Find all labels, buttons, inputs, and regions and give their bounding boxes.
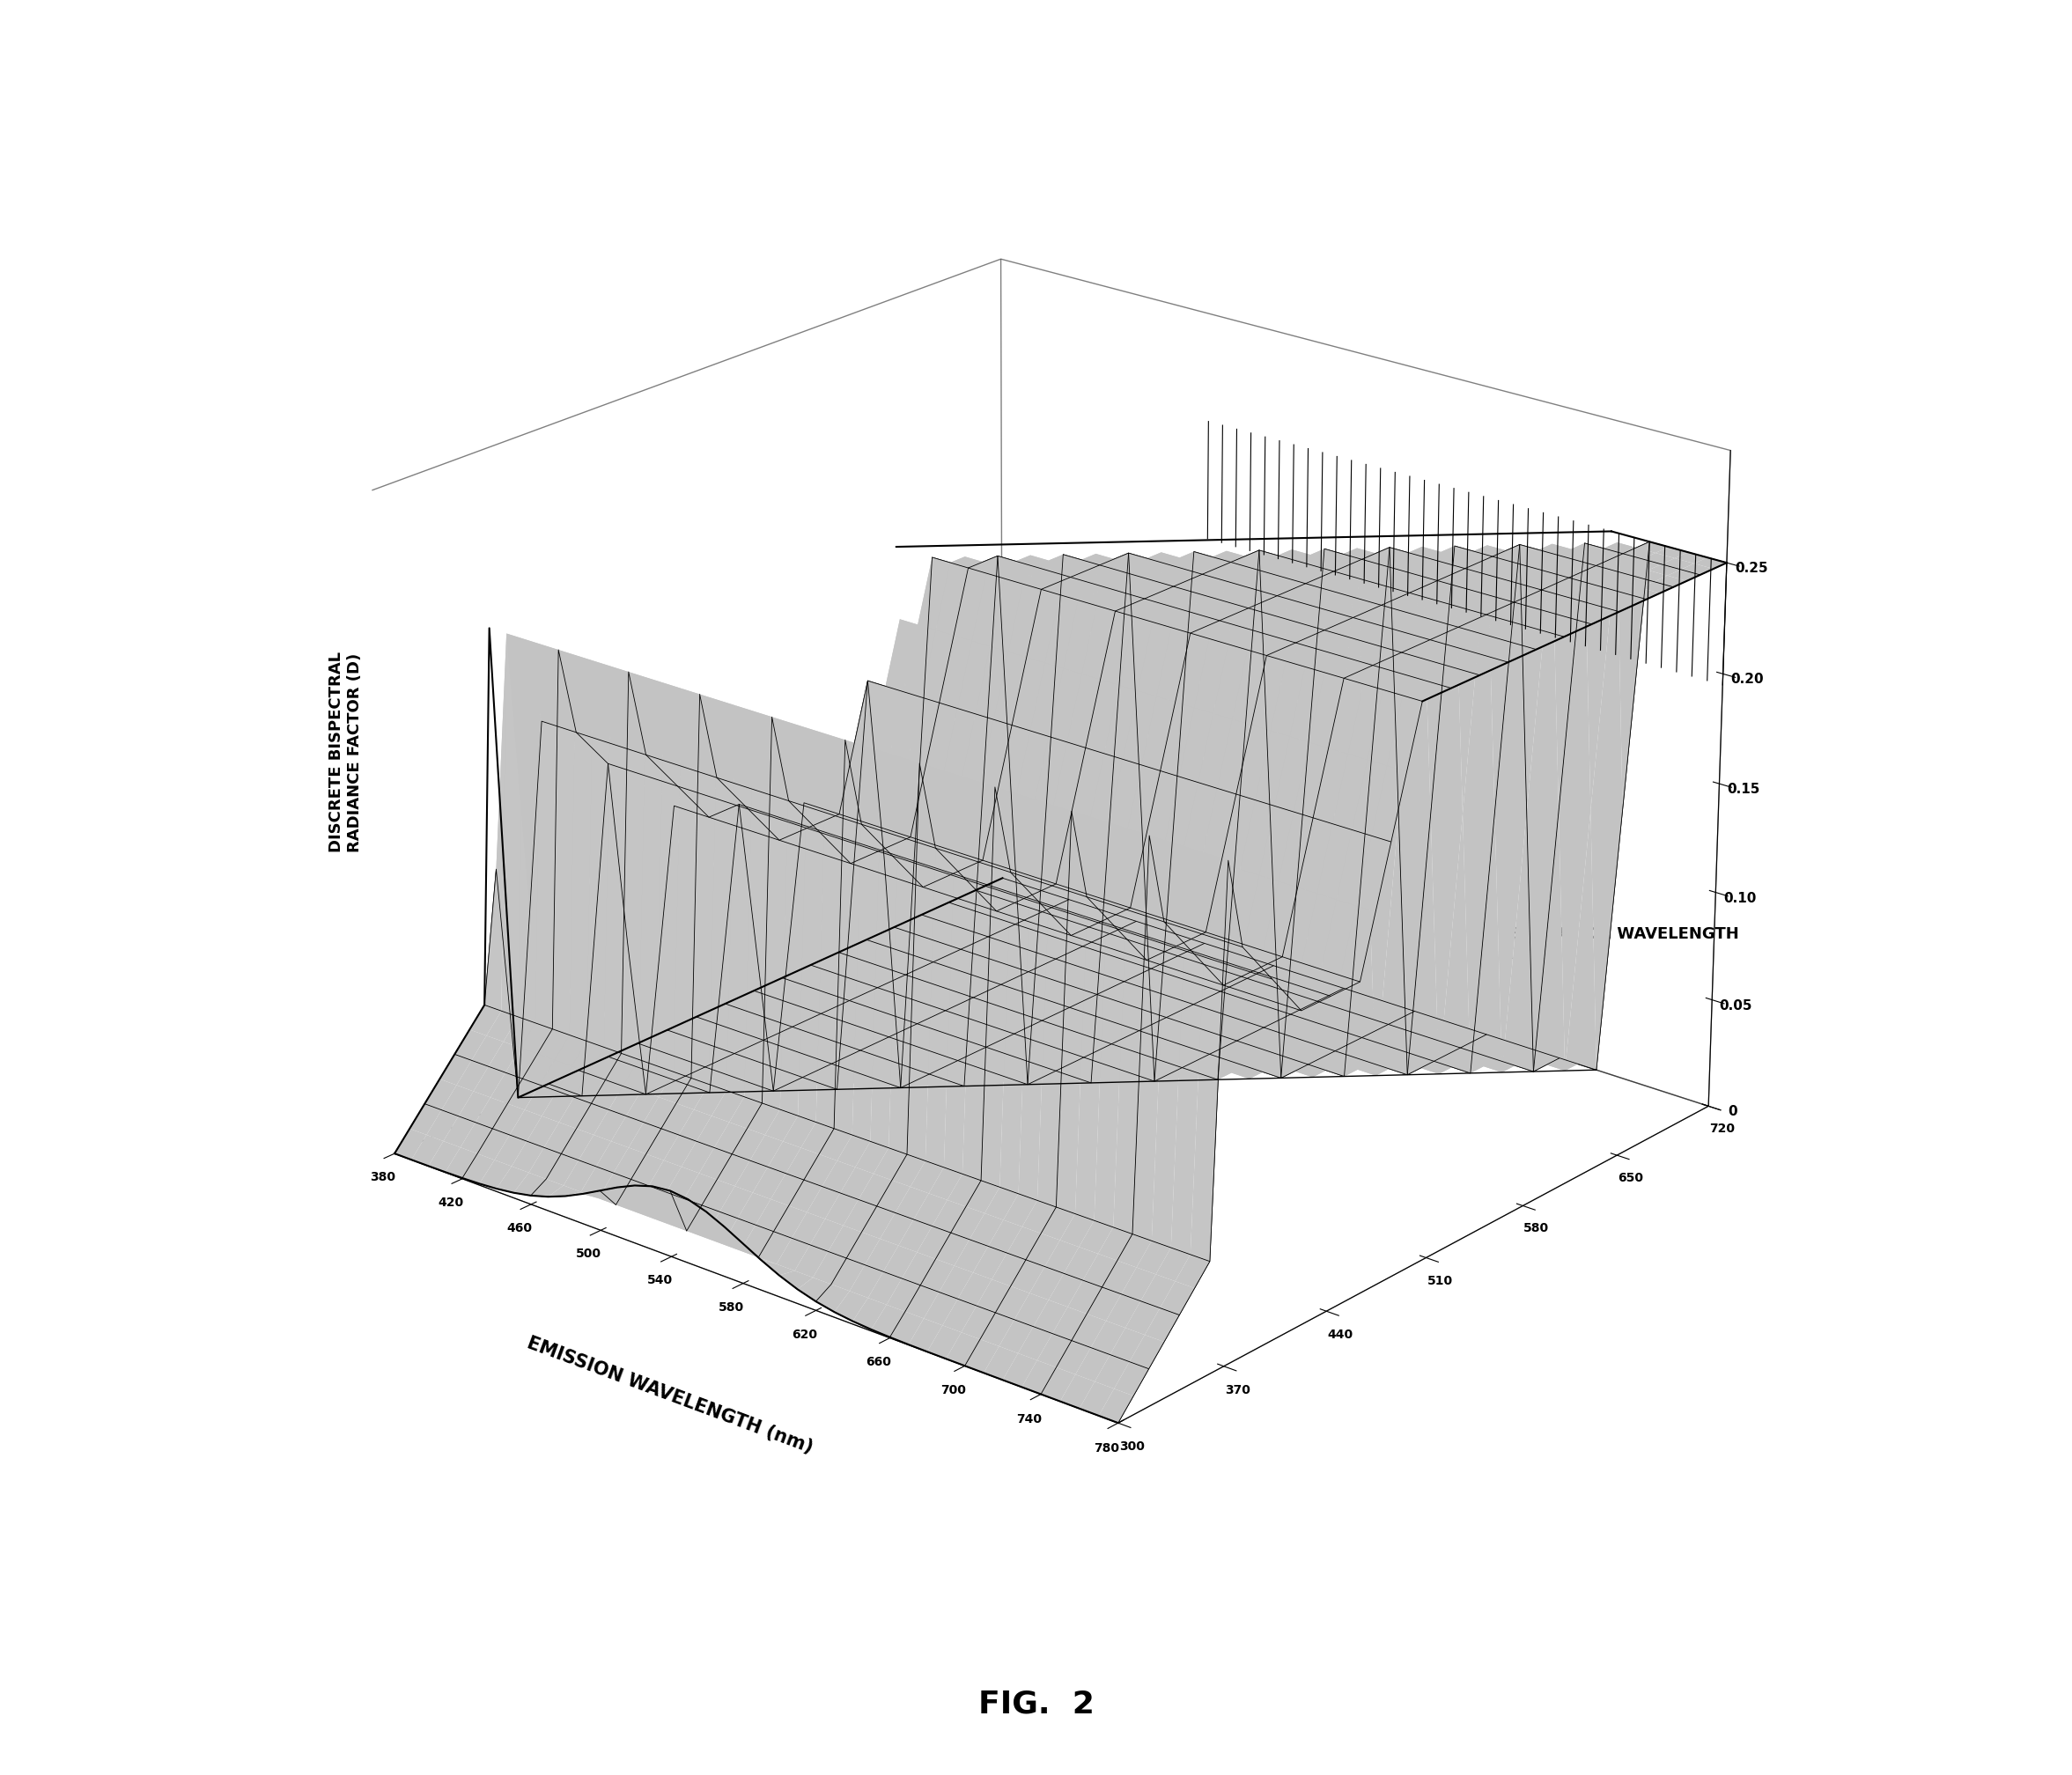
- Text: FIG.  2: FIG. 2: [978, 1690, 1094, 1718]
- Text: DISCRETE BISPECTRAL
RADIANCE FACTOR (D): DISCRETE BISPECTRAL RADIANCE FACTOR (D): [329, 651, 363, 852]
- Text: EXCITATION WAVELENGTH
(nm): EXCITATION WAVELENGTH (nm): [1508, 927, 1738, 960]
- X-axis label: EMISSION WAVELENGTH (nm): EMISSION WAVELENGTH (nm): [524, 1333, 816, 1455]
